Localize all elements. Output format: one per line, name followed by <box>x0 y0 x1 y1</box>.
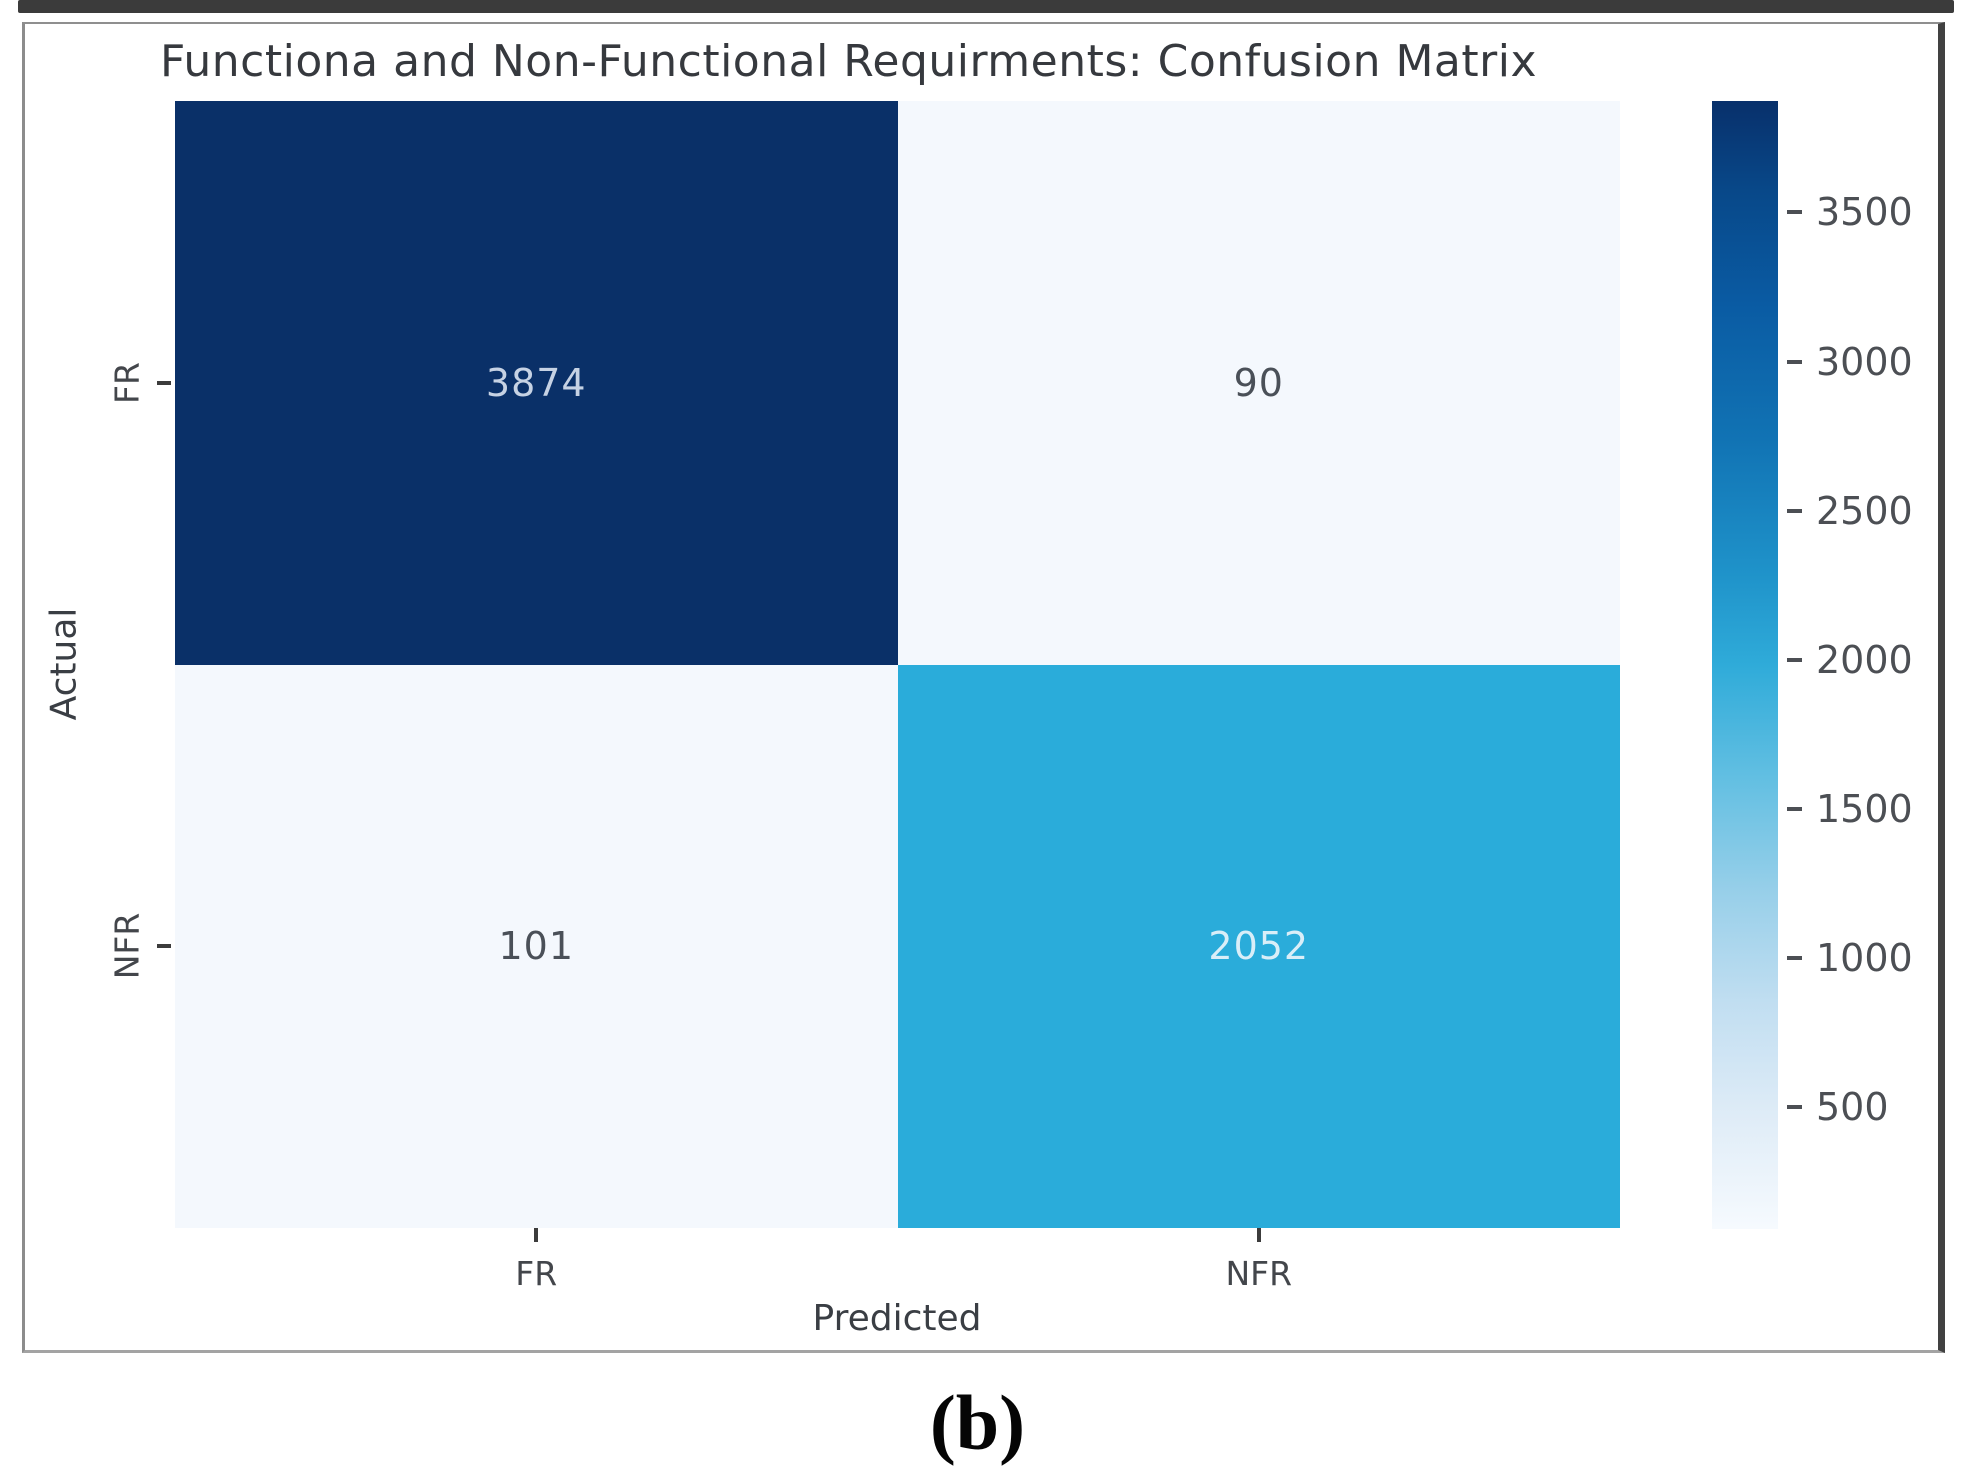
x-tick-label: NFR <box>1225 1254 1293 1293</box>
matrix-cell-NFR-FR: 101 <box>175 664 898 1228</box>
chart-title: Functiona and Non-Functional Requirments… <box>160 36 1537 87</box>
cell-value: 2052 <box>1208 924 1310 969</box>
x-axis-label: Predicted <box>812 1298 982 1339</box>
colorbar-tick-label: 2500 <box>1816 488 1913 533</box>
cell-value: 3874 <box>485 360 587 405</box>
colorbar-tick-label: 2000 <box>1816 637 1913 682</box>
top-border-strip <box>18 0 1954 13</box>
y-tick-mark <box>157 380 171 385</box>
colorbar <box>1712 101 1778 1229</box>
confusion-matrix-heatmap: 3874 90 101 2052 <box>175 101 1620 1228</box>
colorbar-tick-label: 1000 <box>1816 935 1913 980</box>
colorbar-tick-mark <box>1787 806 1802 811</box>
colorbar-tick-mark <box>1787 359 1802 364</box>
colorbar-tick-mark <box>1787 508 1802 513</box>
colorbar-tick-mark <box>1787 210 1802 215</box>
matrix-cell-FR-FR: 3874 <box>175 101 898 665</box>
matrix-cell-NFR-NFR: 2052 <box>897 664 1620 1228</box>
x-tick-mark <box>1256 1228 1261 1242</box>
y-tick-mark <box>157 944 171 949</box>
cell-value: 90 <box>1233 360 1284 405</box>
cell-value: 101 <box>498 924 575 969</box>
x-tick-label: FR <box>515 1254 558 1293</box>
colorbar-tick-mark <box>1787 955 1802 960</box>
y-tick-label: FR <box>107 361 147 404</box>
y-axis-label: Actual <box>43 607 85 721</box>
colorbar-tick-label: 3500 <box>1816 190 1913 235</box>
subfigure-caption: (b) <box>929 1379 1026 1466</box>
matrix-cell-FR-NFR: 90 <box>897 101 1620 665</box>
colorbar-tick-mark <box>1787 657 1802 662</box>
colorbar-tick-mark <box>1787 1104 1802 1109</box>
colorbar-tick-label: 500 <box>1816 1084 1889 1129</box>
colorbar-tick-label: 3000 <box>1816 339 1913 384</box>
colorbar-tick-label: 1500 <box>1816 786 1913 831</box>
y-tick-label: NFR <box>107 912 147 980</box>
x-tick-mark <box>534 1228 539 1242</box>
